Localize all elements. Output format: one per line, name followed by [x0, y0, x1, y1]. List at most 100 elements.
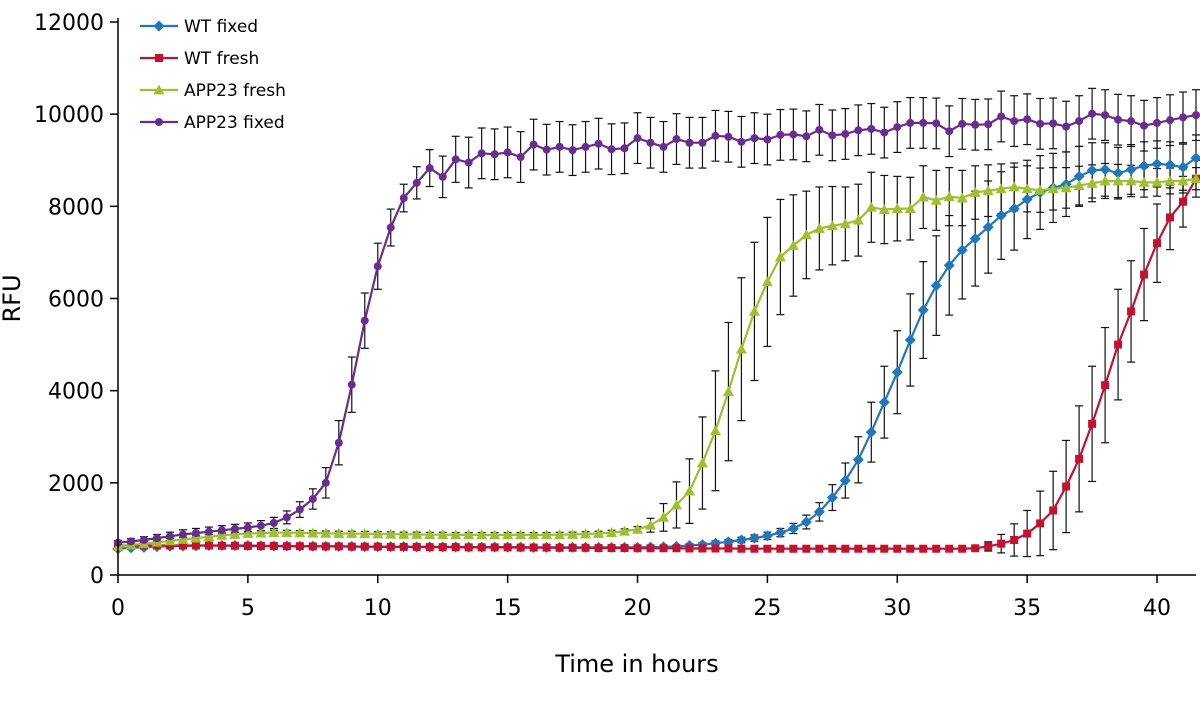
data-point — [865, 426, 877, 438]
data-point — [893, 544, 902, 553]
data-point — [826, 220, 838, 231]
data-point — [204, 541, 213, 550]
axes — [117, 18, 1196, 576]
legend: WT fixed WT fresh APP23 fresh APP23 fixed — [140, 17, 286, 133]
data-point — [229, 528, 241, 539]
data-point — [554, 529, 566, 540]
data-point — [178, 530, 187, 539]
data-point — [815, 544, 824, 553]
data-point — [1114, 340, 1123, 349]
data-point — [645, 519, 657, 530]
data-point — [763, 135, 772, 144]
data-point — [308, 494, 317, 503]
data-point — [995, 210, 1007, 222]
data-point — [1062, 122, 1071, 131]
legend-item-wt-fixed: WT fixed — [140, 17, 258, 37]
data-point — [334, 438, 343, 447]
data-point — [828, 131, 837, 140]
x-tick-label: 35 — [1013, 596, 1041, 621]
data-point — [789, 130, 798, 139]
data-point — [683, 485, 695, 496]
data-point — [748, 532, 760, 544]
data-point — [826, 492, 838, 504]
data-point — [437, 529, 449, 540]
data-point — [750, 544, 759, 553]
data-point — [748, 305, 760, 316]
data-point — [334, 542, 343, 551]
data-point — [464, 543, 473, 552]
data-point — [502, 529, 514, 540]
data-point — [425, 164, 434, 173]
data-point — [945, 544, 954, 553]
data-point — [620, 144, 629, 153]
series-line-wt-fixed — [117, 157, 1197, 550]
data-point — [399, 194, 408, 203]
data-point — [607, 544, 616, 553]
data-point — [333, 528, 345, 538]
data-point — [800, 516, 812, 528]
data-point — [670, 499, 682, 510]
data-point — [1036, 519, 1045, 528]
data-point — [865, 201, 877, 212]
legend-label: APP23 fresh — [184, 81, 286, 101]
legend-marker — [153, 84, 165, 95]
data-point — [503, 148, 512, 157]
data-point — [724, 132, 733, 141]
data-point — [971, 120, 980, 129]
data-point — [1049, 119, 1058, 128]
data-point — [659, 544, 668, 553]
data-point — [464, 158, 473, 167]
data-point — [943, 191, 955, 202]
legend-label: APP23 fixed — [184, 113, 285, 133]
data-point — [1023, 115, 1032, 124]
data-point — [1112, 175, 1124, 186]
data-point — [880, 128, 889, 137]
data-point — [1114, 115, 1123, 124]
legend-item-wt-fresh: WT fresh — [140, 49, 259, 69]
data-point — [269, 541, 278, 550]
data-point — [203, 531, 215, 542]
data-point — [904, 334, 916, 346]
series-lines — [112, 109, 1200, 555]
data-point — [917, 191, 929, 202]
data-point — [463, 529, 475, 540]
data-point — [1010, 535, 1019, 544]
y-tick-label: 0 — [90, 564, 104, 589]
data-point — [451, 155, 460, 164]
data-point — [776, 544, 785, 553]
data-point — [969, 187, 981, 197]
data-point — [696, 457, 708, 468]
data-point — [412, 178, 421, 187]
data-point — [516, 543, 525, 552]
data-point — [515, 529, 527, 540]
data-point — [178, 541, 187, 550]
data-point — [956, 192, 968, 203]
data-point — [1047, 183, 1059, 194]
data-point — [269, 518, 278, 527]
data-point — [308, 542, 317, 551]
data-point — [1153, 239, 1162, 248]
data-point — [243, 523, 252, 532]
data-point — [867, 544, 876, 553]
series-line-app23-fresh — [117, 177, 1197, 548]
data-point — [659, 142, 668, 151]
data-point — [295, 542, 304, 551]
data-point — [761, 276, 773, 287]
data-point — [774, 251, 786, 262]
data-point — [982, 185, 994, 196]
data-point — [854, 544, 863, 553]
data-point — [711, 544, 720, 553]
data-point — [750, 134, 759, 143]
error-bars — [114, 87, 1200, 558]
data-point — [906, 118, 915, 127]
data-point — [1112, 167, 1124, 179]
data-point — [930, 194, 942, 205]
data-point — [802, 544, 811, 553]
legend-item-app23-fresh: APP23 fresh — [140, 81, 286, 101]
data-point — [1138, 176, 1150, 187]
data-point — [620, 544, 629, 553]
data-point — [1177, 175, 1189, 186]
data-point — [399, 542, 408, 551]
x-tick-label: 15 — [494, 596, 522, 621]
